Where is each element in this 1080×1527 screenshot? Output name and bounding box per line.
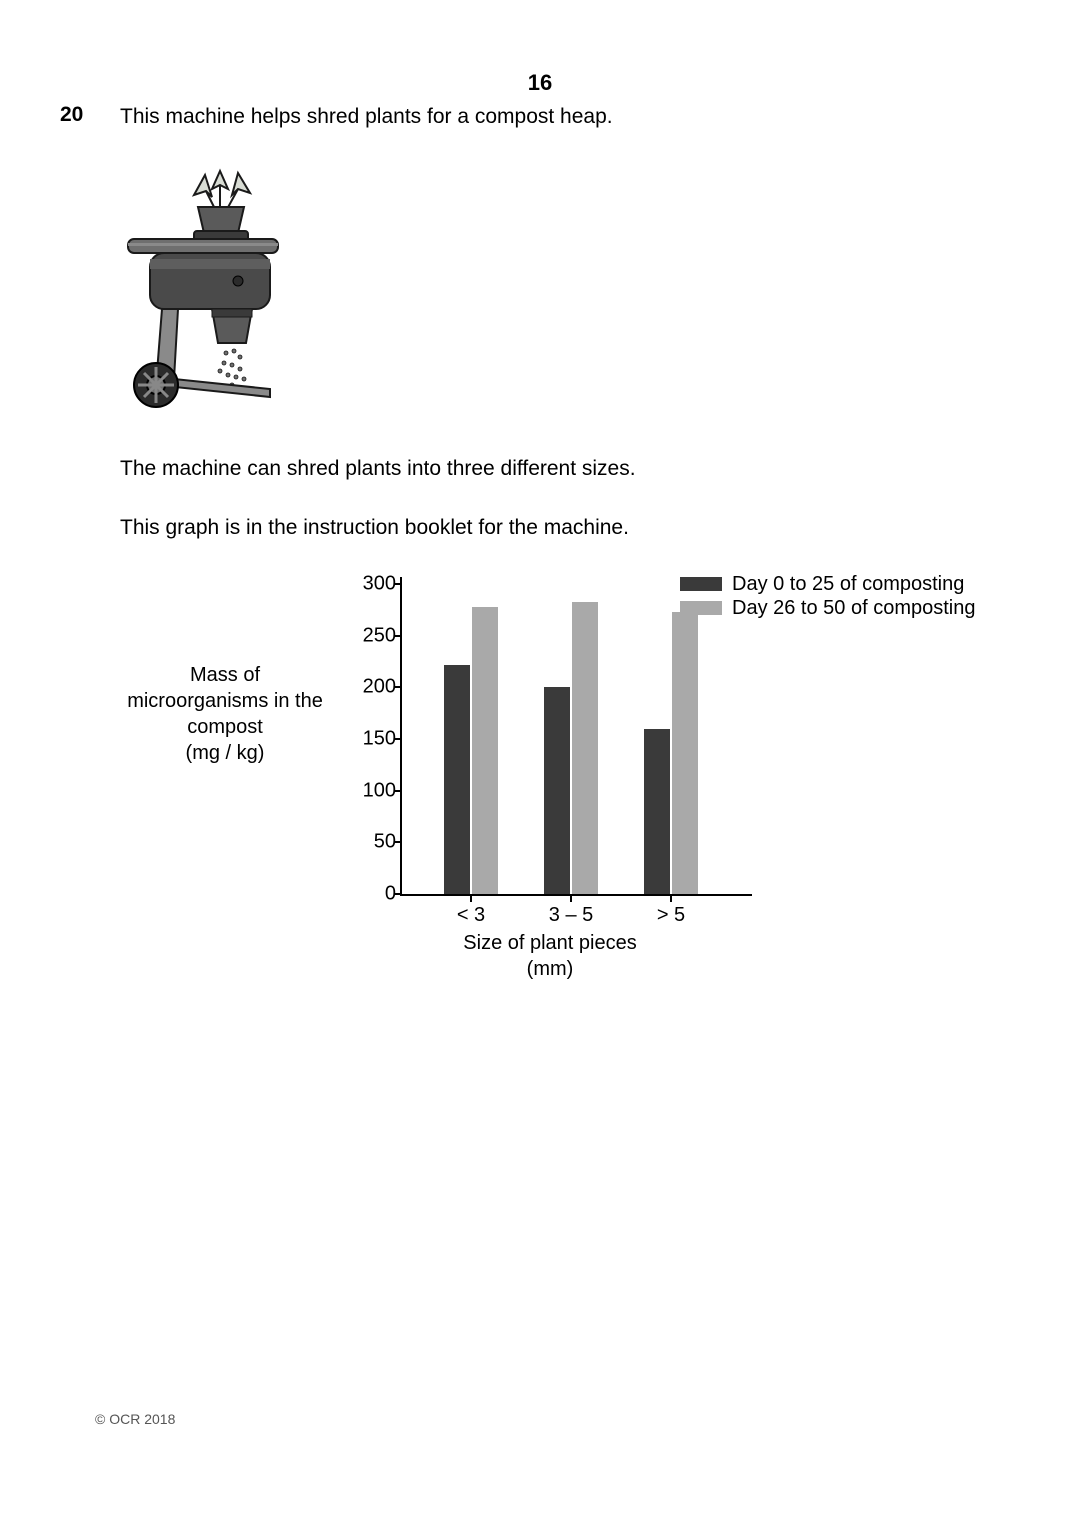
chart-legend: Day 0 to 25 of composting Day 26 to 50 o… [680, 572, 975, 620]
x-axis-title-line: (mm) [527, 958, 574, 980]
x-tick-label: 3 – 5 [549, 904, 593, 927]
y-tick-labels: 050100150200250300 [338, 584, 400, 894]
y-tick-label: 100 [363, 779, 396, 802]
y-tick-label: 250 [363, 624, 396, 647]
y-tick [394, 893, 402, 895]
y-tick-label: 200 [363, 676, 396, 699]
copyright-text: © OCR 2018 [95, 1411, 175, 1427]
y-tick-label: 300 [363, 573, 396, 596]
y-tick [394, 635, 402, 637]
legend-row: Day 26 to 50 of composting [680, 596, 975, 620]
x-tick-label: < 3 [457, 904, 485, 927]
x-tick [470, 894, 472, 902]
y-tick [394, 790, 402, 792]
y-tick [394, 841, 402, 843]
y-tick [394, 738, 402, 740]
y-tick [394, 686, 402, 688]
legend-label: Day 26 to 50 of composting [732, 596, 975, 620]
bar-series-1 [644, 729, 670, 894]
y-axis-label-line: compost [187, 716, 263, 738]
bar-series-1 [544, 687, 570, 894]
question-body: This machine helps shred plants for a co… [120, 103, 1020, 1002]
shredder-svg [120, 161, 320, 421]
question-block: 20 This machine helps shred plants for a… [60, 103, 1020, 1002]
x-axis-title: Size of plant pieces (mm) [400, 930, 700, 982]
bar-series-1 [444, 665, 470, 894]
legend-label: Day 0 to 25 of composting [732, 572, 964, 596]
bar-series-2 [572, 602, 598, 894]
bar-series-2 [472, 607, 498, 894]
y-axis-label-line: (mg / kg) [186, 742, 265, 764]
y-tick [394, 583, 402, 585]
bar-series-2 [672, 612, 698, 894]
question-number: 20 [60, 103, 83, 127]
x-axis-title-line: Size of plant pieces [463, 932, 636, 954]
plot-area: < 33 – 5> 5 [400, 584, 752, 896]
para-sizes: The machine can shred plants into three … [120, 455, 1020, 483]
shredder-illustration [120, 161, 1020, 427]
legend-row: Day 0 to 25 of composting [680, 572, 975, 596]
legend-swatch-light [680, 601, 722, 615]
x-tick [570, 894, 572, 902]
para-graph: This graph is in the instruction booklet… [120, 514, 1020, 542]
x-tick-label: > 5 [657, 904, 685, 927]
intro-text: This machine helps shred plants for a co… [120, 103, 1020, 131]
x-tick [670, 894, 672, 902]
y-axis-label-line: Mass of [190, 664, 260, 686]
compost-bar-chart: Mass of microorganisms in the compost (m… [120, 572, 1020, 1002]
y-tick-label: 50 [374, 831, 396, 854]
page-number: 16 [0, 70, 1080, 96]
y-axis-label: Mass of microorganisms in the compost (m… [110, 662, 340, 766]
y-axis-label-line: microorganisms in the [127, 690, 323, 712]
y-tick-label: 150 [363, 728, 396, 751]
legend-swatch-dark [680, 577, 722, 591]
